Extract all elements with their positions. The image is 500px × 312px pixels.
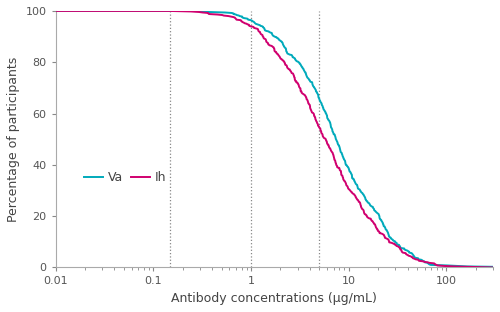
Line: Ih: Ih (56, 11, 493, 267)
Legend: Va, Ih: Va, Ih (80, 166, 171, 189)
Line: Va: Va (56, 11, 500, 267)
Ih (490, 266, 496, 269)
Y-axis label: Percentage of participants: Percentage of participants (7, 56, 20, 222)
Ih (357, 200, 363, 204)
Va (364, 200, 370, 204)
Ih (306, 101, 312, 105)
Ih (307, 105, 313, 108)
Ih (52, 9, 59, 13)
Va (52, 9, 59, 13)
Va (320, 105, 326, 108)
Va (349, 174, 355, 178)
X-axis label: Antibody concentrations (μg/mL): Antibody concentrations (μg/mL) (172, 292, 377, 305)
Va (334, 141, 340, 145)
Ih (276, 53, 281, 57)
Va (490, 266, 496, 269)
Va (318, 101, 324, 105)
Va (289, 53, 295, 57)
Ih (340, 174, 345, 178)
Ih (324, 141, 330, 145)
